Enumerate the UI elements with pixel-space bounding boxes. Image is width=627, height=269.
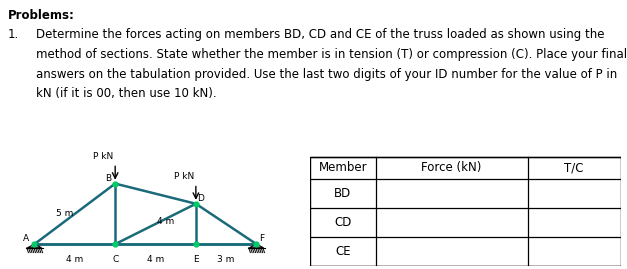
Text: CD: CD: [334, 216, 352, 229]
Text: answers on the tabulation provided. Use the last two digits of your ID number fo: answers on the tabulation provided. Use …: [36, 68, 618, 80]
Text: 4 m: 4 m: [66, 255, 83, 264]
Text: P kN: P kN: [93, 152, 113, 161]
Text: method of sections. State whether the member is in tension (T) or compression (C: method of sections. State whether the me…: [36, 48, 627, 61]
Text: CE: CE: [335, 245, 350, 258]
Text: Force (kN): Force (kN): [421, 161, 482, 174]
Text: T/C: T/C: [564, 161, 584, 174]
Text: C: C: [112, 255, 119, 264]
Text: 5 m: 5 m: [56, 209, 73, 218]
Text: Problems:: Problems:: [8, 9, 75, 22]
Text: E: E: [193, 255, 199, 264]
Text: kN (if it is 00, then use 10 kN).: kN (if it is 00, then use 10 kN).: [36, 87, 217, 100]
Text: 1.: 1.: [8, 28, 19, 41]
Text: Member: Member: [319, 161, 367, 174]
Text: F: F: [259, 234, 264, 243]
Text: A: A: [23, 234, 29, 243]
Text: 4 m: 4 m: [147, 255, 164, 264]
Polygon shape: [28, 244, 41, 248]
Text: Determine the forces acting on members BD, CD and CE of the truss loaded as show: Determine the forces acting on members B…: [36, 28, 605, 41]
Text: 3 m: 3 m: [218, 255, 235, 264]
Text: B: B: [105, 174, 111, 183]
Text: P kN: P kN: [174, 172, 194, 181]
Text: 4 m: 4 m: [157, 217, 174, 226]
Polygon shape: [250, 244, 263, 248]
Text: D: D: [198, 194, 204, 203]
Text: BD: BD: [334, 187, 352, 200]
